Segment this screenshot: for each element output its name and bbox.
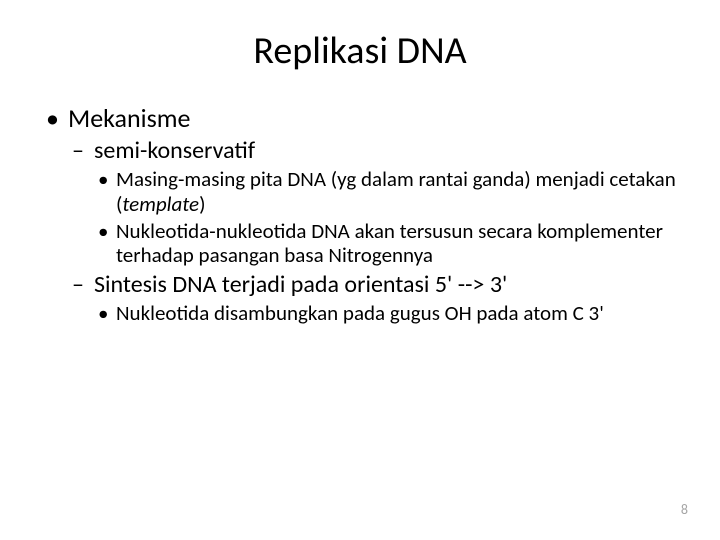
bullet-list-level2: semi-konservatif Masing-masing pita DNA … <box>68 136 680 326</box>
bullet-semi-konservatif-text: semi-konservatif <box>94 136 255 165</box>
bullet-list-level3-a: Masing-masing pita DNA (yg dalam rantai … <box>94 167 680 268</box>
slide-title: Replikasi DNA <box>40 28 680 74</box>
bullet-semi-sub2: Nukleotida-nukleotida DNA akan tersusun … <box>94 219 680 269</box>
bullet-semi-sub1: Masing-masing pita DNA (yg dalam rantai … <box>94 167 680 217</box>
bullet-semi-sub1-c: ) <box>199 191 205 217</box>
bullet-sintesis-sub1-text: Nukleotida disambungkan pada gugus OH pa… <box>116 300 604 326</box>
bullet-semi-konservatif: semi-konservatif Masing-masing pita DNA … <box>68 136 680 268</box>
bullet-list-level3-b: Nukleotida disambungkan pada gugus OH pa… <box>94 301 680 326</box>
bullet-semi-sub2-text: Nukleotida-nukleotida DNA akan tersusun … <box>116 218 663 269</box>
bullet-sintesis-text: Sintesis DNA terjadi pada orientasi 5' -… <box>94 270 507 299</box>
slide: Replikasi DNA Mekanisme semi-konservatif… <box>0 0 720 540</box>
page-number: 8 <box>681 501 688 518</box>
bullet-sintesis-sub1: Nukleotida disambungkan pada gugus OH pa… <box>94 301 680 326</box>
bullet-sintesis: Sintesis DNA terjadi pada orientasi 5' -… <box>68 270 680 326</box>
bullet-semi-sub1-b: template <box>122 191 199 217</box>
bullet-mekanisme: Mekanisme semi-konservatif Masing-masing… <box>40 102 680 326</box>
bullet-list-level1: Mekanisme semi-konservatif Masing-masing… <box>40 102 680 326</box>
bullet-mekanisme-text: Mekanisme <box>68 102 191 134</box>
